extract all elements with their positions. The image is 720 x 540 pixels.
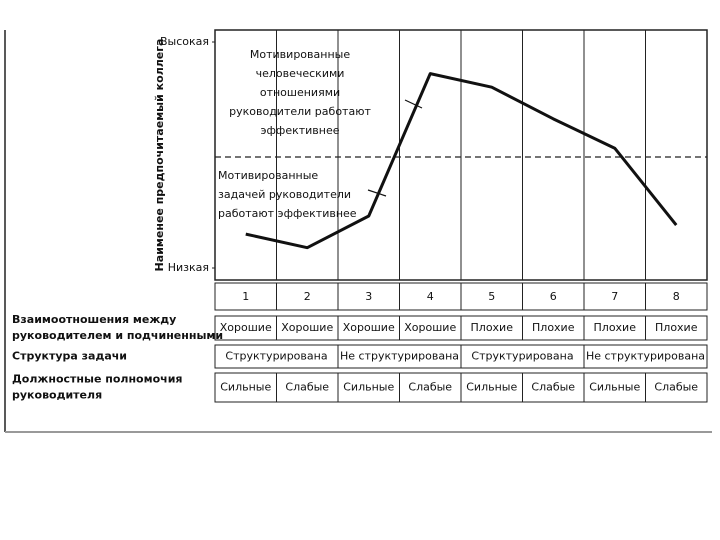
data-line <box>245 72 678 250</box>
row-label: Должностные полномочия <box>12 373 183 386</box>
cell: Плохие <box>471 321 514 334</box>
cell: Структурирована <box>471 350 573 363</box>
arrow <box>404 99 423 109</box>
cell: Не структурирована <box>340 350 459 363</box>
cell: Не структурирована <box>586 350 705 363</box>
cell: Слабые <box>285 381 329 394</box>
cell: Хорошие <box>343 321 395 334</box>
y-axis-label: Наименее предпочитаемый коллега <box>153 39 166 272</box>
annotation: задачей руководители <box>218 188 351 201</box>
annotation: руководители работают <box>229 105 371 118</box>
annotation: отношениями <box>260 86 340 99</box>
cell: Плохие <box>594 321 637 334</box>
arrow <box>367 189 387 197</box>
cell: Структурирована <box>225 350 327 363</box>
category-label: 5 <box>488 290 495 303</box>
annotation: человеческими <box>256 67 345 80</box>
row-label: руководителем и подчиненными <box>12 329 223 342</box>
category-label: 1 <box>242 290 249 303</box>
row-label: Взаимоотношения между <box>12 313 176 326</box>
category-label: 7 <box>611 290 618 303</box>
annotation: Мотивированные <box>218 169 318 182</box>
annotation: работают эффективнее <box>218 207 357 220</box>
y-tick-label: Высокая <box>160 35 209 48</box>
cell: Сильные <box>589 381 640 394</box>
cell: Плохие <box>655 321 698 334</box>
cell: Хорошие <box>281 321 333 334</box>
cell: Сильные <box>466 381 517 394</box>
cell: Хорошие <box>404 321 456 334</box>
annotation: эффективнее <box>260 124 339 137</box>
cell: Плохие <box>532 321 575 334</box>
cell: Хорошие <box>220 321 272 334</box>
category-label: 4 <box>427 290 434 303</box>
category-label: 8 <box>673 290 680 303</box>
annotation: Мотивированные <box>250 48 350 61</box>
cell: Слабые <box>654 381 698 394</box>
category-label: 2 <box>304 290 311 303</box>
y-tick-label: Низкая <box>168 261 209 274</box>
cell: Слабые <box>531 381 575 394</box>
category-label: 6 <box>550 290 557 303</box>
cell: Сильные <box>220 381 271 394</box>
category-label: 3 <box>365 290 372 303</box>
row-label: руководителя <box>12 389 102 402</box>
cell: Сильные <box>343 381 394 394</box>
row-label: Структура задачи <box>12 350 127 363</box>
cell: Слабые <box>408 381 452 394</box>
